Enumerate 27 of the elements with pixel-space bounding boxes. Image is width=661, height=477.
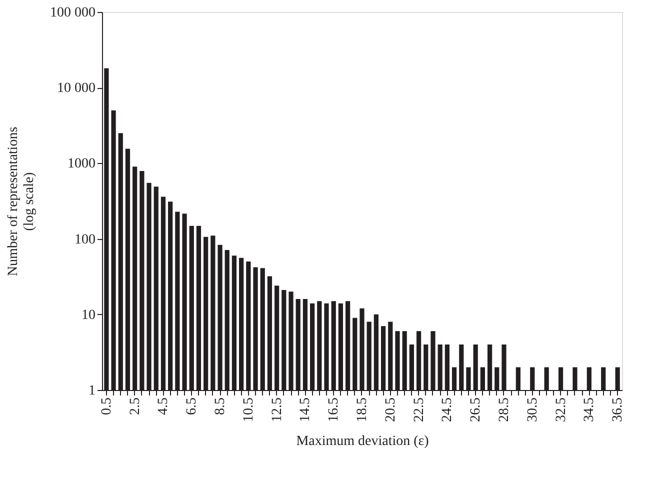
x-tick-label: 12.5 — [270, 398, 285, 422]
x-tick-label: 20.5 — [383, 398, 398, 422]
x-tick-label: 22.5 — [412, 398, 427, 422]
x-tick-label: 16.5 — [326, 398, 342, 422]
x-tick-label: 30.5 — [525, 398, 540, 422]
x-axis-title: Maximum deviation (ε) — [296, 434, 430, 449]
x-tick-label: 8.5 — [213, 398, 228, 415]
x-tick-label: 2.5 — [128, 398, 143, 415]
y-tick-label: 100 000 — [50, 6, 96, 20]
y-axis-title: Number of representations (log scale) — [6, 126, 37, 276]
x-tick-label: 18.5 — [355, 398, 370, 422]
y-tick-label: 10 000 — [57, 81, 96, 96]
x-tick-label: 28.5 — [496, 398, 512, 422]
x-tick-label: 0.5 — [99, 398, 114, 415]
x-tick-label: 36.5 — [610, 398, 626, 422]
x-tick-label: 6.5 — [184, 398, 200, 415]
x-tick-label: 32.5 — [554, 398, 569, 422]
x-tick-label: 10.5 — [241, 398, 256, 422]
y-tick-label: 10 — [82, 308, 96, 323]
x-tick-label: 4.5 — [156, 398, 172, 415]
y-tick-label: 1 — [88, 384, 96, 398]
y-tick-label: 1000 — [68, 156, 96, 172]
y-tick-label: 100 — [74, 232, 96, 248]
x-tick-label: 14.5 — [298, 398, 314, 422]
x-tick-label: 26.5 — [468, 398, 484, 422]
x-tick-label: 24.5 — [440, 398, 456, 422]
x-tick-label: 34.5 — [582, 398, 598, 422]
